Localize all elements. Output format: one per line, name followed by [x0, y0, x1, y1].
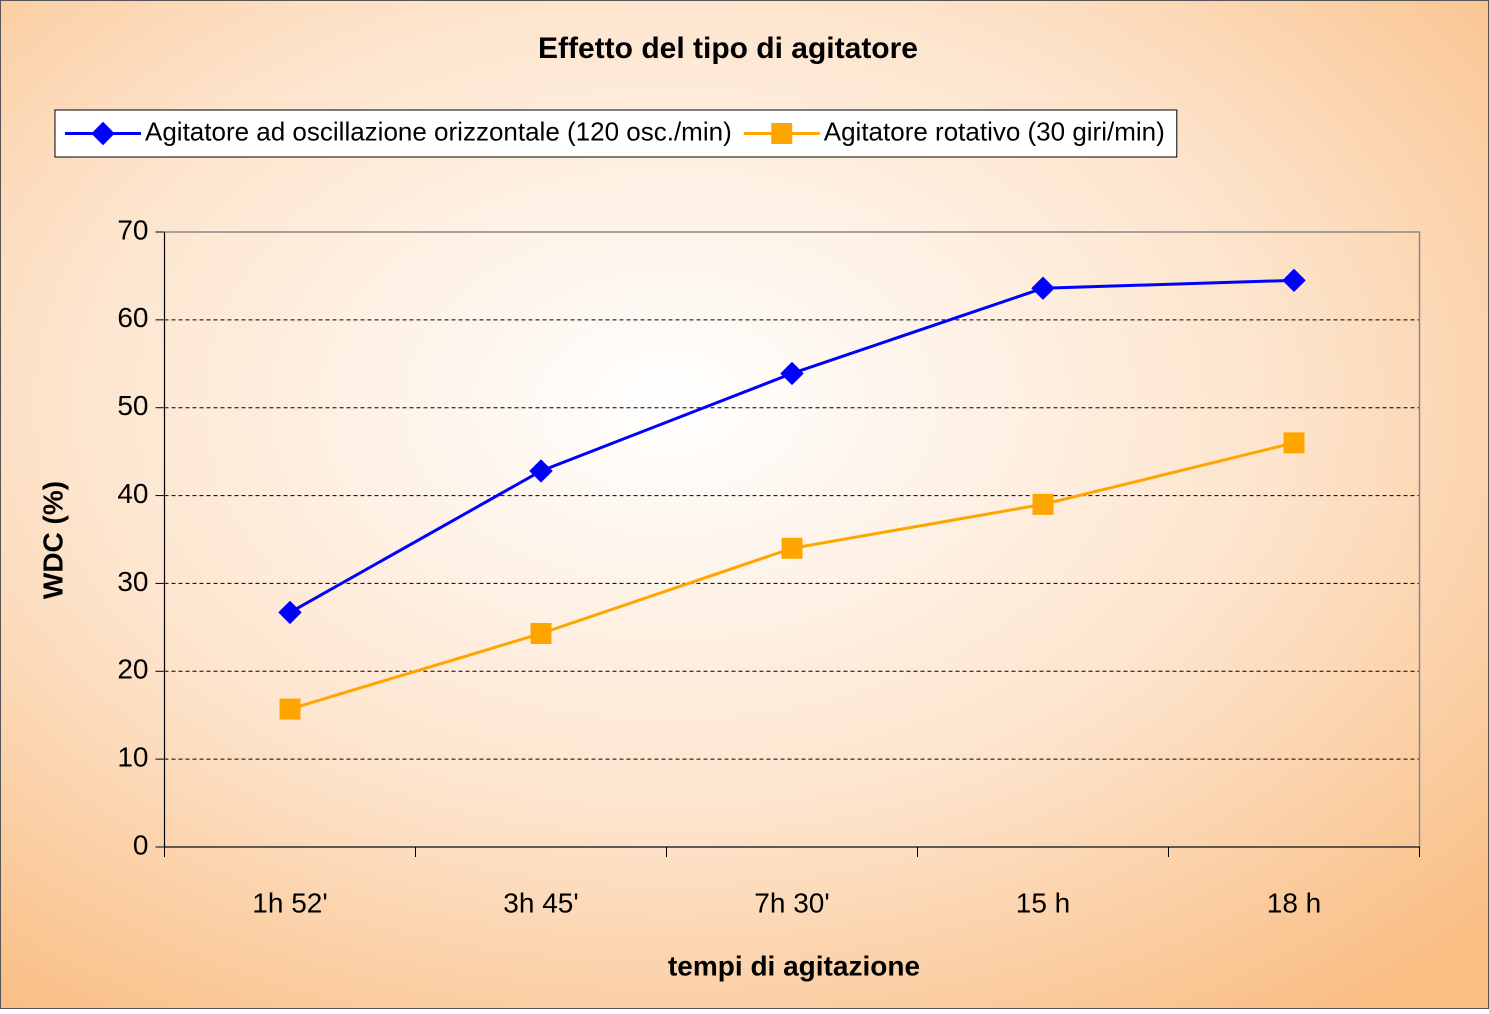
x-tick-label: 1h 52': [252, 887, 327, 918]
data-point: [1032, 493, 1054, 515]
data-point: [1282, 268, 1306, 293]
legend-label: Agitatore ad oscillazione orizzontale (1…: [145, 116, 732, 146]
legend-marker: [771, 123, 793, 144]
data-point: [1283, 432, 1305, 454]
chart-title: Effetto del tipo di agitatore: [538, 32, 918, 65]
y-tick-label: 30: [117, 566, 148, 597]
x-axis-title: tempi di agitazione: [668, 950, 920, 981]
x-tick-label: 18 h: [1267, 887, 1322, 918]
y-tick-label: 60: [117, 302, 148, 333]
data-point: [278, 600, 302, 625]
data-point: [1031, 276, 1055, 300]
legend: [54, 109, 1178, 158]
x-tick-label: 15 h: [1016, 887, 1071, 918]
x-tick-label: 3h 45': [503, 887, 578, 918]
y-tick-label: 0: [133, 829, 149, 860]
x-tick-label: 7h 30': [754, 887, 829, 918]
y-tick-label: 20: [117, 654, 148, 685]
y-tick-label: 50: [117, 390, 148, 421]
data-point: [781, 537, 803, 559]
legend-marker: [91, 121, 115, 146]
y-tick-label: 70: [117, 214, 148, 245]
y-tick-label: 10: [117, 742, 148, 773]
data-point: [780, 361, 804, 386]
y-axis-title: WDC (%): [37, 481, 68, 599]
data-point: [529, 459, 553, 483]
y-tick-label: 40: [117, 478, 148, 509]
legend-label: Agitatore rotativo (30 giri/min): [824, 116, 1165, 146]
data-point: [279, 698, 301, 720]
data-point: [530, 623, 552, 645]
